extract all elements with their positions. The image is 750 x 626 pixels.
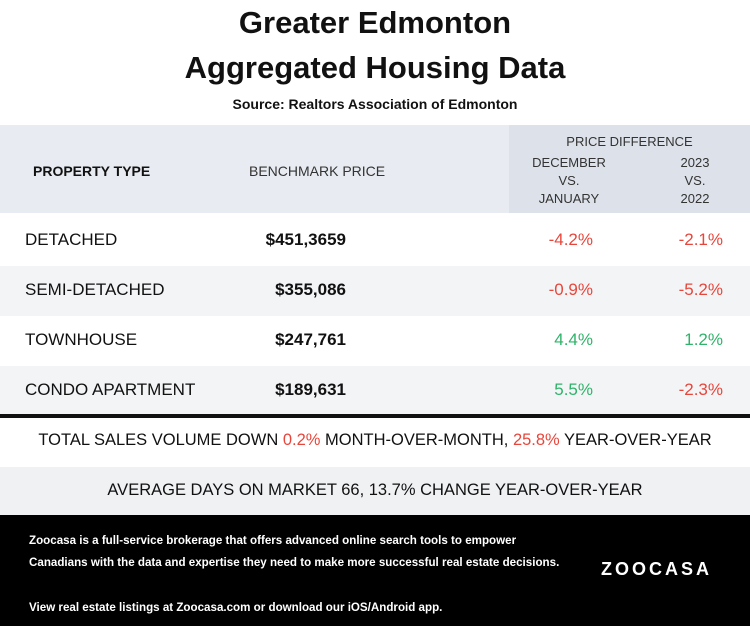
mom-change: -4.2% <box>548 230 593 249</box>
sales-middle: MONTH-OVER-MONTH, <box>320 431 513 449</box>
property-type: TOWNHOUSE <box>25 330 138 349</box>
zoocasa-logo[interactable]: ZOOCASA <box>601 559 712 579</box>
table-row: CONDO APARTMENT $189,631 5.5% -2.3% <box>0 366 750 416</box>
header-year-over-year: 2023 VS. 2022 <box>655 154 735 208</box>
header-mom-line1: DECEMBER <box>532 155 606 170</box>
sales-volume-summary: TOTAL SALES VOLUME DOWN 0.2% MONTH-OVER-… <box>0 431 750 450</box>
benchmark-price: $355,086 <box>275 280 346 299</box>
page-subtitle: Aggregated Housing Data <box>184 50 566 85</box>
page-title: Greater Edmonton <box>238 5 512 40</box>
header-benchmark-price: BENCHMARK PRICE <box>249 163 386 179</box>
property-type: SEMI-DETACHED <box>25 280 165 299</box>
days-on-market-summary: AVERAGE DAYS ON MARKET 66, 13.7% CHANGE … <box>107 481 643 499</box>
benchmark-price: $247,761 <box>275 330 346 349</box>
header-price-difference: PRICE DIFFERENCE <box>566 134 693 149</box>
mom-change: -0.9% <box>548 280 593 299</box>
sales-yoy-value: 25.8% <box>512 431 560 449</box>
footer-listings-link[interactable]: View real estate listings at Zoocasa.com… <box>29 601 443 614</box>
table-divider <box>0 414 750 418</box>
table-row: SEMI-DETACHED $355,086 -0.9% -5.2% <box>0 266 750 316</box>
price-difference-header <box>509 125 750 213</box>
mom-change: 4.4% <box>554 330 593 349</box>
header-yoy-line1: 2023 <box>680 155 710 170</box>
yoy-change: 1.2% <box>684 330 723 349</box>
header-mom-line2: VS. <box>558 173 580 188</box>
header-month-over-month: DECEMBER VS. JANUARY <box>519 154 619 208</box>
header-mom-line3: JANUARY <box>538 191 600 206</box>
property-type: CONDO APARTMENT <box>25 380 196 399</box>
source-note: Source: Realtors Association of Edmonton <box>232 96 518 112</box>
sales-mom-value: 0.2% <box>282 431 321 449</box>
yoy-change: -5.2% <box>678 280 723 299</box>
header-yoy-line2: VS. <box>684 173 706 188</box>
yoy-change: -2.1% <box>678 230 723 249</box>
table-row: TOWNHOUSE $247,761 4.4% 1.2% <box>0 316 750 366</box>
footer: Zoocasa is a full-service brokerage that… <box>0 515 750 626</box>
table-row: DETACHED $451,3659 -4.2% -2.1% <box>0 216 750 266</box>
days-on-market-band <box>0 467 750 515</box>
yoy-change: -2.3% <box>678 380 723 399</box>
footer-description: Zoocasa is a full-service brokerage that… <box>29 534 560 569</box>
sales-prefix: TOTAL SALES VOLUME DOWN <box>38 431 283 449</box>
benchmark-price: $189,631 <box>275 380 346 399</box>
benchmark-price: $451,3659 <box>265 230 346 249</box>
header-yoy-line3: 2022 <box>680 191 710 206</box>
property-type: DETACHED <box>25 230 118 249</box>
sales-suffix: YEAR-OVER-YEAR <box>559 431 712 449</box>
header-property-type: PROPERTY TYPE <box>33 163 151 179</box>
mom-change: 5.5% <box>554 380 593 399</box>
